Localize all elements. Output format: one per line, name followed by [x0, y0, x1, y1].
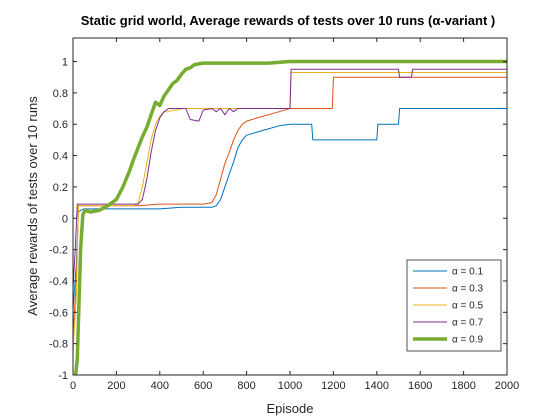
x-tick-label: 200	[107, 380, 125, 392]
y-tick-label: -0.4	[49, 276, 68, 288]
series-line-1	[73, 108, 507, 310]
y-tick-label: 1	[62, 57, 68, 69]
legend-entry-1: α = 0.1	[452, 267, 484, 278]
y-axis-label: Average rewards of tests over 10 runs	[25, 96, 40, 316]
y-tick-label: -0.6	[49, 307, 68, 319]
x-tick-label: 800	[237, 380, 255, 392]
y-tick-label: -0.2	[49, 245, 68, 257]
y-tick-label: 0	[62, 213, 68, 225]
y-tick-label: 0.4	[53, 151, 68, 163]
y-tick-label: -1	[58, 370, 68, 382]
x-tick-label: 400	[151, 380, 169, 392]
x-axis-label: Episode	[267, 401, 314, 416]
legend: α = 0.1 α = 0.3 α = 0.5 α = 0.7 α = 0.9	[406, 259, 502, 352]
x-tick-label: 1400	[365, 380, 389, 392]
x-tick-label: 1800	[451, 380, 475, 392]
chart-title: Static grid world, Average rewards of te…	[81, 13, 495, 28]
legend-entry-5: α = 0.9	[452, 335, 484, 346]
x-tick-label: 1200	[321, 380, 345, 392]
x-tick-label: 2000	[495, 380, 519, 392]
y-tick-label: 0.8	[53, 88, 68, 100]
series-line-5	[73, 59, 507, 375]
y-tick-label: 0.6	[53, 119, 68, 131]
x-tick-label: 1600	[408, 380, 432, 392]
legend-entry-3: α = 0.5	[452, 301, 484, 312]
x-tick-label: 0	[70, 380, 76, 392]
tick-layer: 0 200 400 600 800 1000 1200 1400 1600 1800 2000 -1 -…	[49, 38, 519, 392]
y-tick-label: -0.8	[49, 339, 68, 351]
y-tick-label: 0.2	[53, 182, 68, 194]
legend-entry-2: α = 0.3	[452, 284, 484, 295]
series-line-4	[73, 68, 507, 290]
x-tick-label: 1000	[278, 380, 302, 392]
legend-entry-4: α = 0.7	[452, 318, 484, 329]
data-layer	[73, 59, 507, 375]
x-tick-label: 600	[194, 380, 212, 392]
series-line-3	[73, 72, 507, 352]
